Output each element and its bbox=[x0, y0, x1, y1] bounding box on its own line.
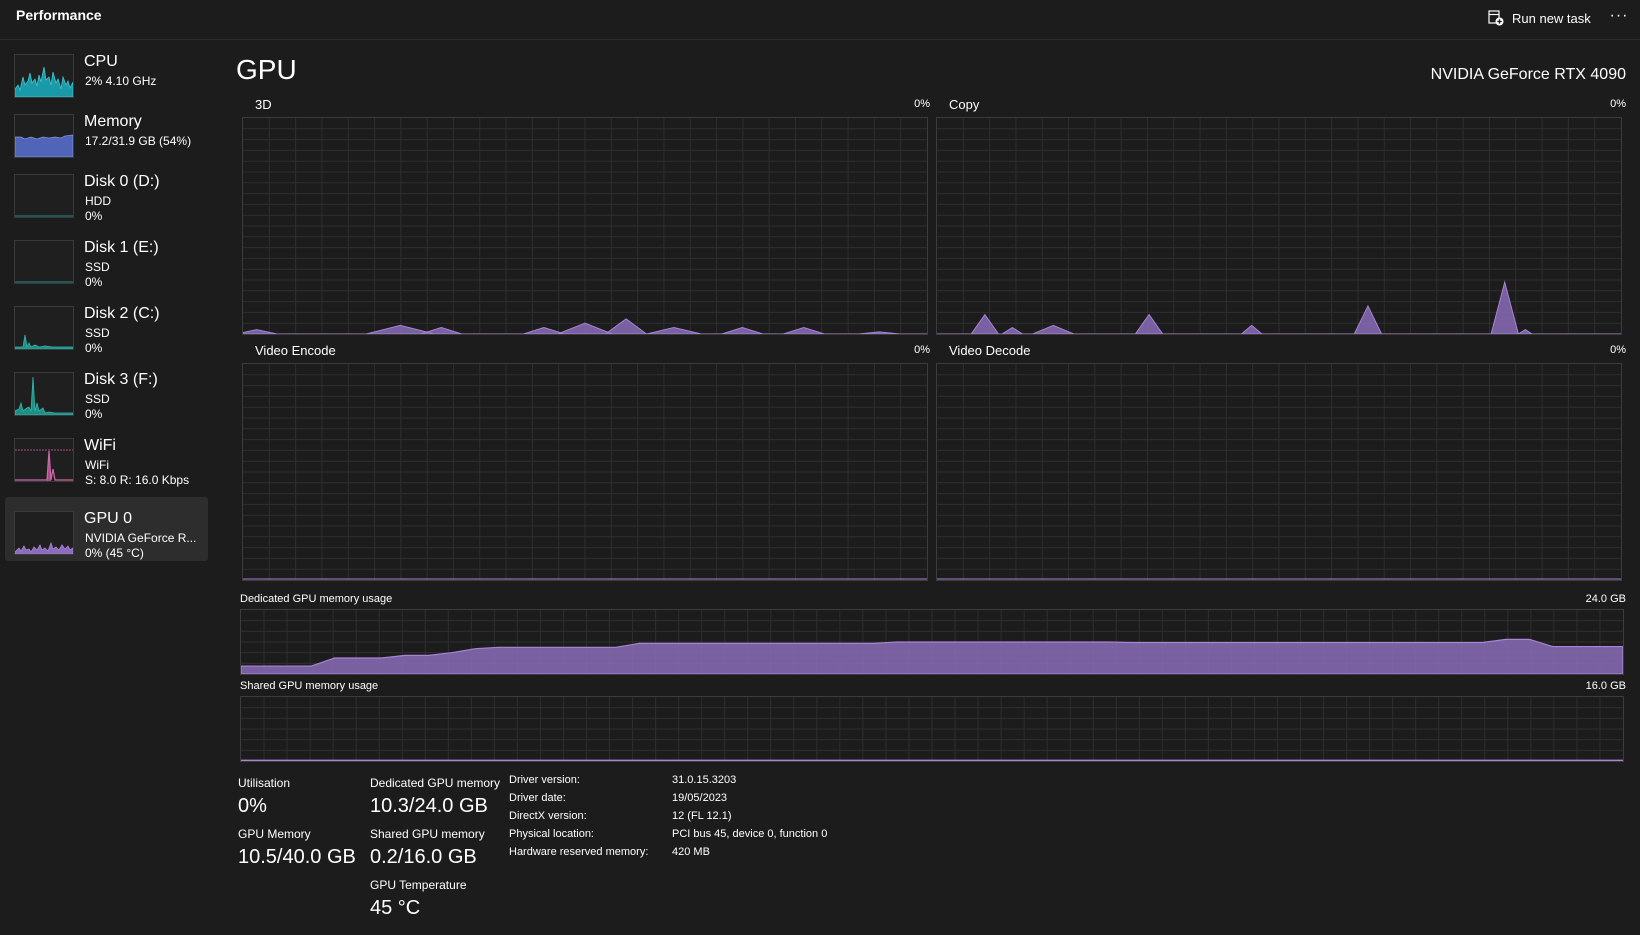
shared-memory-graph bbox=[240, 696, 1624, 762]
disk-graph-thumb bbox=[14, 174, 74, 218]
sidebar-item-detail: 2% 4.10 GHz bbox=[85, 74, 157, 88]
property-value: 31.0.15.3203 bbox=[672, 774, 737, 786]
shared-memory-max: 16.0 GB bbox=[1585, 680, 1626, 692]
stat-gpu-memory: GPU Memory 10.5/40.0 GB bbox=[238, 827, 356, 869]
dedicated-memory-graph-label: Dedicated GPU memory usage bbox=[240, 593, 393, 605]
gpu-graph-thumb bbox=[14, 511, 74, 555]
dedicated-memory-series bbox=[241, 638, 1623, 674]
sidebar-item-name: GPU 0 bbox=[84, 510, 133, 527]
stat-label: Shared GPU memory bbox=[370, 827, 485, 841]
engine-3d-series bbox=[243, 318, 927, 334]
sidebar-item-detail: 17.2/31.9 GB (54%) bbox=[85, 134, 192, 148]
sidebar-item-disk-1[interactable]: Disk 1 (E:) SSD 0% bbox=[5, 226, 208, 290]
sidebar-item-name: Disk 2 (C:) bbox=[84, 305, 160, 322]
property-value: PCI bus 45, device 0, function 0 bbox=[672, 828, 828, 840]
engine-video-decode-graph bbox=[936, 363, 1622, 581]
cpu-graph-thumb bbox=[14, 54, 74, 98]
stat-utilisation: Utilisation 0% bbox=[238, 776, 290, 818]
engine-video-decode-label: Video Decode bbox=[949, 343, 1031, 358]
engine-copy-percent: 0% bbox=[1610, 98, 1626, 110]
stat-shared-memory: Shared GPU memory 0.2/16.0 GB bbox=[370, 827, 485, 869]
sidebar-item-type: SSD bbox=[85, 260, 110, 274]
sidebar-item-disk-3[interactable]: Disk 3 (F:) SSD 0% bbox=[5, 358, 208, 422]
property-key: Physical location: bbox=[509, 828, 594, 840]
engine-video-encode-label: Video Encode bbox=[255, 343, 336, 358]
dedicated-memory-graph bbox=[240, 609, 1624, 675]
sidebar-item-device: NVIDIA GeForce R... bbox=[85, 531, 197, 545]
property-value: 19/05/2023 bbox=[672, 792, 728, 804]
stat-label: Dedicated GPU memory bbox=[370, 776, 501, 790]
engine-video-encode-graph bbox=[242, 363, 928, 581]
engine-3d-label: 3D bbox=[255, 97, 272, 112]
property-value: 420 MB bbox=[672, 846, 710, 858]
sidebar-item-name: Disk 3 (F:) bbox=[84, 371, 158, 388]
stat-label: GPU Memory bbox=[238, 827, 311, 841]
sidebar-item-usage: 0% (45 °C) bbox=[85, 546, 144, 560]
sidebar-item-usage: 0% bbox=[85, 407, 103, 421]
network-graph-thumb bbox=[14, 438, 74, 482]
property-key: DirectX version: bbox=[509, 810, 587, 822]
engine-3d-graph bbox=[242, 117, 928, 335]
disk-graph-thumb bbox=[14, 306, 74, 350]
sidebar-item-gpu-0[interactable]: GPU 0 NVIDIA GeForce R... 0% (45 °C) bbox=[5, 497, 208, 561]
sidebar-item-disk-0[interactable]: Disk 0 (D:) HDD 0% bbox=[5, 160, 208, 224]
property-value: 12 (FL 12.1) bbox=[672, 810, 732, 822]
sidebar-item-usage: 0% bbox=[85, 275, 103, 289]
dedicated-memory-max: 24.0 GB bbox=[1585, 593, 1626, 605]
sidebar-item-usage: 0% bbox=[85, 341, 103, 355]
memory-graph-thumb bbox=[14, 114, 74, 158]
shared-memory-graph-label: Shared GPU memory usage bbox=[240, 680, 379, 692]
sidebar-item-usage: 0% bbox=[85, 209, 103, 223]
title-bar: Performance Run new task ··· bbox=[0, 0, 1640, 40]
engine-video-encode-percent: 0% bbox=[914, 344, 930, 356]
engine-video-decode-percent: 0% bbox=[1610, 344, 1626, 356]
disk-graph-thumb bbox=[14, 240, 74, 284]
property-key: Driver version: bbox=[509, 774, 580, 786]
stat-label: GPU Temperature bbox=[370, 878, 467, 892]
stat-value: 0% bbox=[238, 795, 267, 817]
sidebar-item-type: HDD bbox=[85, 194, 111, 208]
section-title: GPU bbox=[236, 54, 297, 85]
shared-memory-series bbox=[241, 759, 1623, 761]
more-options-button[interactable]: ··· bbox=[1609, 7, 1629, 24]
sidebar-item-name: Memory bbox=[84, 113, 142, 130]
sidebar-item-adapter: WiFi bbox=[85, 458, 109, 472]
engine-3d-percent: 0% bbox=[914, 98, 930, 110]
engine-copy-label: Copy bbox=[949, 97, 980, 112]
stat-dedicated-memory: Dedicated GPU memory 10.3/24.0 GB bbox=[370, 776, 500, 818]
stat-gpu-temperature: GPU Temperature 45 °C bbox=[370, 878, 467, 920]
run-new-task-button[interactable]: Run new task bbox=[1488, 5, 1591, 31]
sidebar-item-name: CPU bbox=[84, 53, 118, 70]
run-task-icon bbox=[1488, 10, 1504, 26]
sidebar-item-type: SSD bbox=[85, 326, 110, 340]
sidebar-item-name: Disk 1 (E:) bbox=[84, 239, 159, 256]
property-key: Driver date: bbox=[509, 792, 566, 804]
page-title: Performance bbox=[16, 7, 102, 23]
sidebar-item-memory[interactable]: Memory 17.2/31.9 GB (54%) bbox=[5, 100, 208, 164]
run-new-task-label: Run new task bbox=[1512, 10, 1591, 26]
sidebar-item-disk-2[interactable]: Disk 2 (C:) SSD 0% bbox=[5, 292, 208, 356]
stat-value: 45 °C bbox=[370, 897, 421, 919]
sidebar-item-cpu[interactable]: CPU 2% 4.10 GHz bbox=[5, 40, 208, 104]
sidebar-item-type: SSD bbox=[85, 392, 110, 406]
stat-value: 0.2/16.0 GB bbox=[370, 846, 477, 868]
property-key: Hardware reserved memory: bbox=[509, 846, 649, 858]
engine-copy-series bbox=[937, 280, 1621, 334]
stat-value: 10.3/24.0 GB bbox=[370, 795, 488, 817]
device-name: NVIDIA GeForce RTX 4090 bbox=[1430, 66, 1626, 83]
sidebar: CPU 2% 4.10 GHz Memory 17.2/31.9 GB (54%… bbox=[0, 40, 210, 935]
sidebar-item-name: Disk 0 (D:) bbox=[84, 173, 160, 190]
engine-copy-graph bbox=[936, 117, 1622, 335]
stat-label: Utilisation bbox=[238, 776, 291, 790]
sidebar-item-throughput: S: 8.0 R: 16.0 Kbps bbox=[85, 473, 190, 487]
stat-value: 10.5/40.0 GB bbox=[238, 846, 356, 868]
disk-graph-thumb bbox=[14, 372, 74, 416]
sidebar-item-name: WiFi bbox=[84, 437, 116, 454]
sidebar-item-wifi[interactable]: WiFi WiFi S: 8.0 R: 16.0 Kbps bbox=[5, 424, 208, 488]
